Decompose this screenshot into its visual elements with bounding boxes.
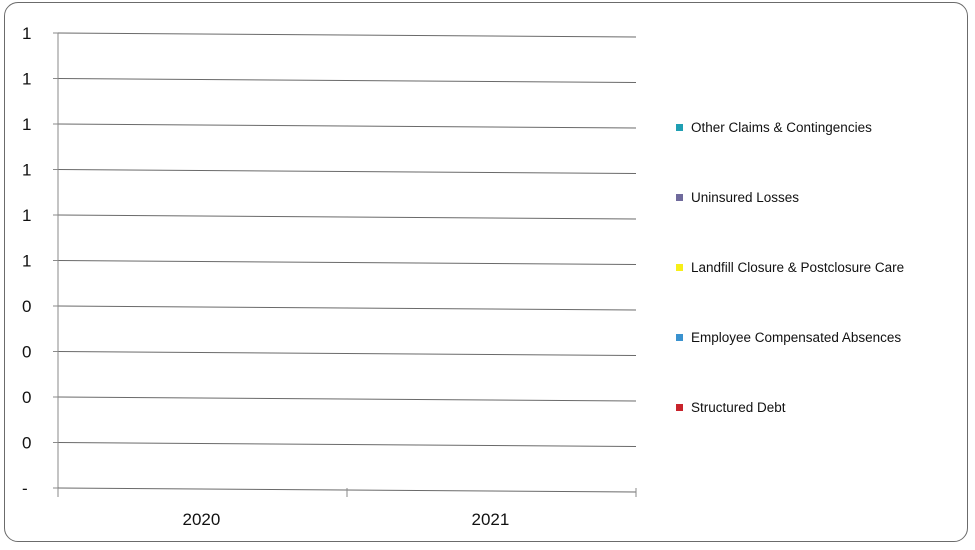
y-tick-labels: - 0 0 0 0 1 1 1 1 1 1 (22, 24, 31, 498)
legend-swatch (676, 124, 683, 131)
y-tick-label: 0 (22, 297, 31, 316)
axes (53, 33, 636, 497)
legend-item-other-claims: Other Claims & Contingencies (676, 120, 872, 135)
y-tick-label: 1 (22, 24, 31, 43)
gridline (58, 306, 636, 310)
legend-label: Uninsured Losses (691, 190, 799, 205)
legend-item-employee-absences: Employee Compensated Absences (676, 330, 901, 345)
gridline (58, 443, 636, 447)
legend-label: Landfill Closure & Postclosure Care (691, 260, 904, 275)
y-tick-label: 1 (22, 252, 31, 271)
gridline (58, 397, 636, 401)
legend-swatch (676, 264, 683, 271)
gridline (58, 79, 636, 83)
x-tick-label: 2020 (183, 510, 221, 529)
legend: Other Claims & Contingencies Uninsured L… (676, 120, 966, 420)
y-tick-label: 0 (22, 434, 31, 453)
y-tick-label: 1 (22, 115, 31, 134)
legend-label: Employee Compensated Absences (691, 330, 901, 345)
legend-swatch (676, 334, 683, 341)
y-tick-label: 1 (22, 206, 31, 225)
y-tick-label: 0 (22, 388, 31, 407)
gridline (58, 124, 636, 128)
gridline (58, 215, 636, 219)
gridline (58, 33, 636, 37)
legend-item-landfill-closure: Landfill Closure & Postclosure Care (676, 260, 904, 275)
gridline (58, 170, 636, 174)
legend-label: Structured Debt (691, 400, 786, 415)
legend-swatch (676, 194, 683, 201)
x-tick-label: 2021 (472, 510, 510, 529)
x-tick-labels: 2020 2021 (183, 510, 510, 529)
gridlines (58, 33, 636, 447)
y-tick-label: - (22, 479, 28, 498)
y-tick-label: 1 (22, 70, 31, 89)
legend-swatch (676, 404, 683, 411)
legend-item-uninsured-losses: Uninsured Losses (676, 190, 799, 205)
gridline (58, 352, 636, 356)
y-tick-label: 0 (22, 343, 31, 362)
legend-label: Other Claims & Contingencies (691, 120, 872, 135)
y-tick-label: 1 (22, 161, 31, 180)
legend-item-structured-debt: Structured Debt (676, 400, 786, 415)
gridline (58, 261, 636, 265)
